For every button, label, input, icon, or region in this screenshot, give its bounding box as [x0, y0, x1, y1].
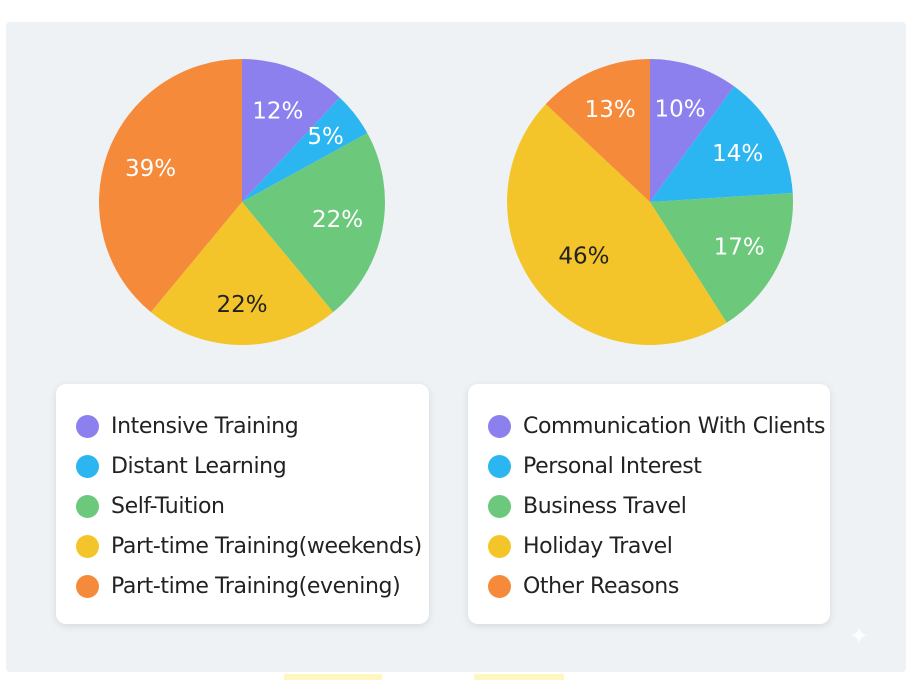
legend-label: Distant Learning	[111, 453, 287, 479]
legend-item-right-3: Business Travel	[488, 486, 830, 526]
legend-swatch	[488, 574, 511, 598]
pie-slice-right-1	[650, 59, 735, 202]
legend-label: Holiday Travel	[523, 533, 673, 559]
pie-label-left-2: 5%	[307, 124, 344, 150]
pie-slice-left-5	[99, 59, 242, 313]
legend-label: Business Travel	[523, 493, 687, 519]
legend-item-right-5: Other Reasons	[488, 566, 830, 606]
pie-slice-left-2	[242, 97, 368, 202]
pie-label-left-4: 22%	[216, 292, 267, 318]
legend-item-right-2: Personal Interest	[488, 446, 830, 486]
legend-label: Intensive Training	[111, 413, 299, 439]
chart-title	[260, 0, 660, 10]
decorative-highlight	[474, 674, 564, 680]
legend-swatch	[488, 494, 511, 518]
legend-swatch	[76, 414, 99, 438]
pie-slice-right-3	[650, 193, 794, 323]
decorative-highlight	[284, 674, 382, 680]
pie-label-left-1: 12%	[252, 99, 303, 125]
legend-swatch	[488, 534, 511, 558]
legend-item-left-1: Intensive Training	[76, 406, 429, 446]
pie-slice-right-5	[545, 59, 650, 202]
pie-label-right-2: 14%	[712, 141, 763, 167]
legend-swatch	[76, 534, 99, 558]
legend-right: Communication With Clients Personal Inter…	[468, 384, 830, 624]
legend-swatch	[76, 454, 99, 478]
legend-item-left-2: Distant Learning	[76, 446, 429, 486]
legend-label: Other Reasons	[523, 573, 679, 599]
pie-slice-right-4	[507, 104, 727, 345]
pie-chart-right: 10% 14% 17% 46% 13%	[507, 59, 794, 345]
sparkle-icon: ✦	[848, 623, 870, 650]
pie-label-right-5: 13%	[585, 97, 636, 123]
legend-swatch	[76, 494, 99, 518]
legend-label: Personal Interest	[523, 453, 702, 479]
pie-label-right-4: 46%	[558, 244, 609, 270]
pie-chart-left: 12%5% 22% 22% 39%	[99, 59, 385, 345]
legend-item-left-3: Self-Tuition	[76, 486, 429, 526]
legend-item-left-4: Part-time Training(weekends)	[76, 526, 429, 566]
pie-slice-left-3	[242, 133, 385, 313]
legend-item-right-1: Communication With Clients	[488, 406, 830, 446]
legend-item-right-4: Holiday Travel	[488, 526, 830, 566]
legend-swatch	[76, 574, 99, 598]
pie-label-left-5: 39%	[125, 156, 176, 182]
pie-label-right-1: 10%	[654, 97, 705, 123]
pie-slice-left-1	[242, 59, 340, 202]
legend-label: Part-time Training(weekends)	[111, 533, 422, 559]
pie-slice-right-2	[650, 86, 793, 202]
legend-label: Communication With Clients	[523, 413, 826, 439]
legend-item-left-5: Part-time Training(evening)	[76, 566, 429, 606]
legend-swatch	[488, 414, 511, 438]
legend-label: Part-time Training(evening)	[111, 573, 401, 599]
pie-label-right-3: 17%	[714, 234, 765, 260]
legend-left: Intensive Training Distant Learning Self-T…	[56, 384, 429, 624]
pie-slice-left-4	[150, 202, 334, 345]
pie-label-left-3: 22%	[312, 207, 363, 233]
legend-label: Self-Tuition	[111, 493, 225, 519]
legend-swatch	[488, 454, 511, 478]
